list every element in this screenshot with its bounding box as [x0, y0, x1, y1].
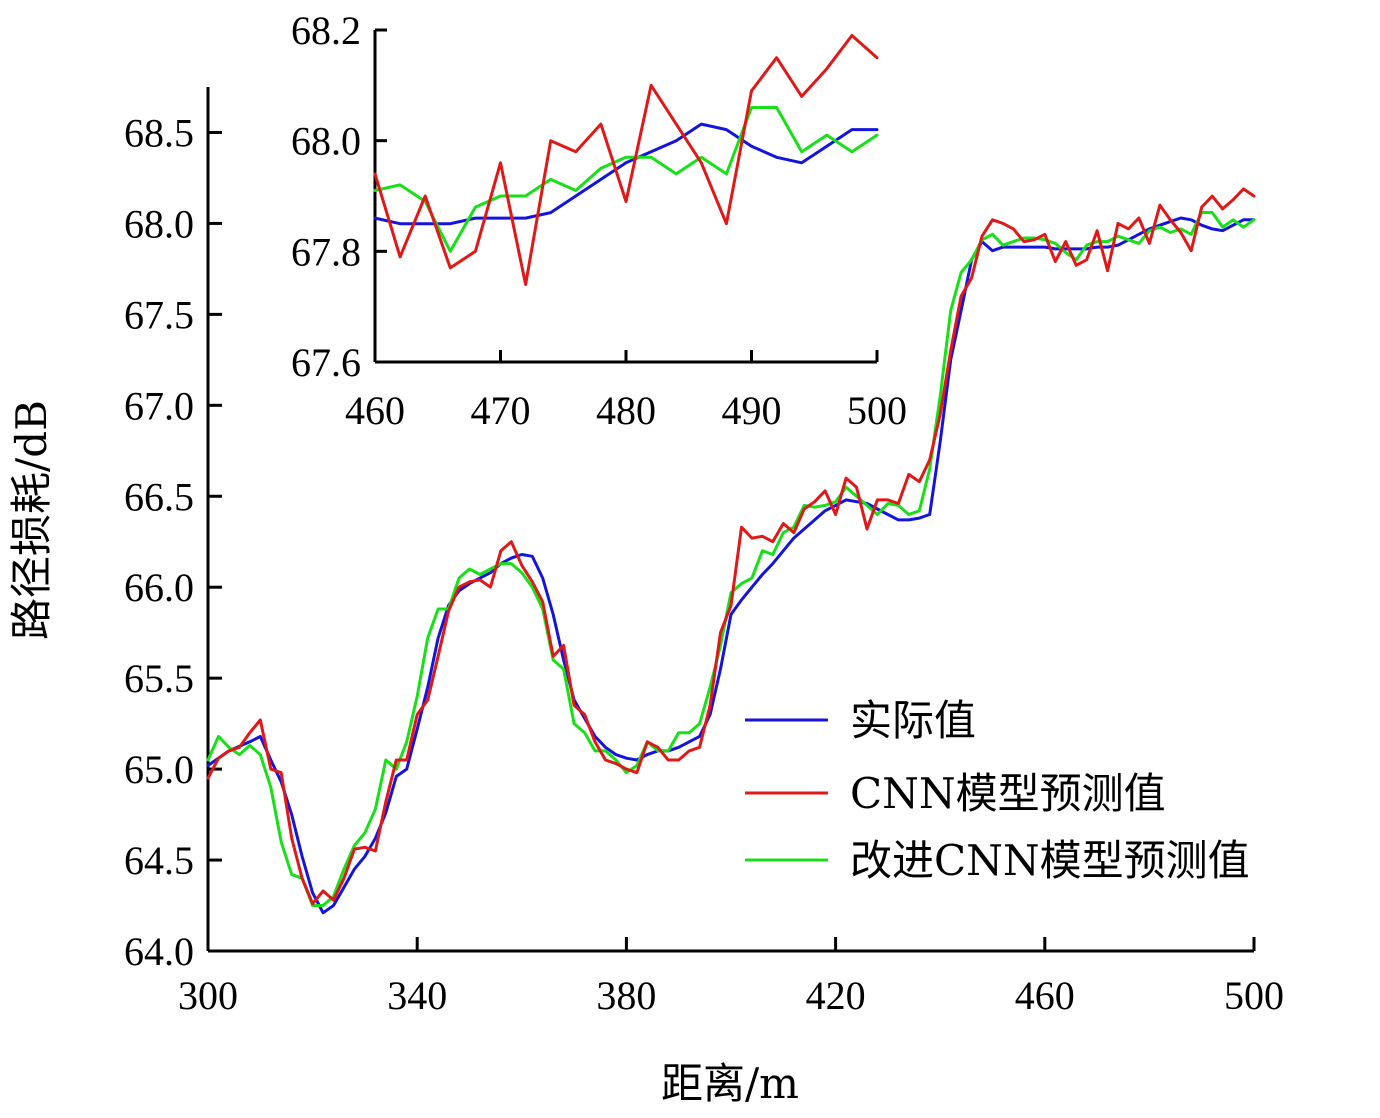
main-x-tick-label: 300 [178, 973, 238, 1018]
inset-y-tick-label: 68.0 [291, 119, 361, 164]
main-x-tick-label: 380 [596, 973, 656, 1018]
main-y-tick-label: 68.5 [124, 110, 194, 155]
inset-y-tick-label: 68.2 [291, 8, 361, 53]
main-y-tick-label: 65.5 [124, 656, 194, 701]
inset-series-improved-line [373, 106, 879, 253]
main-y-tick-label: 66.0 [124, 565, 194, 610]
inset-x-tick-label: 470 [471, 388, 531, 433]
inset-y-tick-label: 67.6 [291, 340, 361, 385]
main-y-tick-label: 64.5 [124, 838, 194, 883]
main-series-cnn-line [206, 187, 1256, 906]
main-y-tick-label: 67.5 [124, 292, 194, 337]
inset-x-tick-label: 460 [345, 388, 405, 433]
inset-plot: 460 470 480 490 500 67.6 67.8 68.0 68.2 [291, 8, 907, 433]
main-y-tick-label: 67.0 [124, 383, 194, 428]
main-series-improved-line [206, 211, 1256, 907]
legend-label-improved: 改进CNN模型预测值 [850, 836, 1250, 885]
x-axis-title: 距离/m [661, 1059, 799, 1108]
main-y-tick-label: 66.5 [124, 474, 194, 519]
main-x-tick-label: 500 [1224, 973, 1284, 1018]
inset-x-tick-label: 500 [847, 388, 907, 433]
main-x-tick-label: 460 [1015, 973, 1075, 1018]
y-axis-title: 路径损耗/dB [7, 400, 56, 640]
inset-x-tick-label: 480 [596, 388, 656, 433]
inset-series-cnn-line [373, 34, 879, 286]
main-y-tick-label: 68.0 [124, 201, 194, 246]
inset-y-tick-label: 67.8 [291, 229, 361, 274]
main-y-tick-label: 64.0 [124, 929, 194, 974]
main-x-tick-label: 340 [387, 973, 447, 1018]
inset-series-actual-line [373, 122, 879, 226]
legend-label-cnn: CNN模型预测值 [850, 769, 1166, 818]
main-x-tick-label: 420 [806, 973, 866, 1018]
inset-x-tick-label: 490 [722, 388, 782, 433]
main-plot: 300 340 380 420 460 500 64.0 64.5 65.0 65.5 66.0 66… [124, 87, 1284, 1018]
main-y-tick-label: 65.0 [124, 747, 194, 792]
legend-label-actual: 实际值 [850, 696, 976, 745]
